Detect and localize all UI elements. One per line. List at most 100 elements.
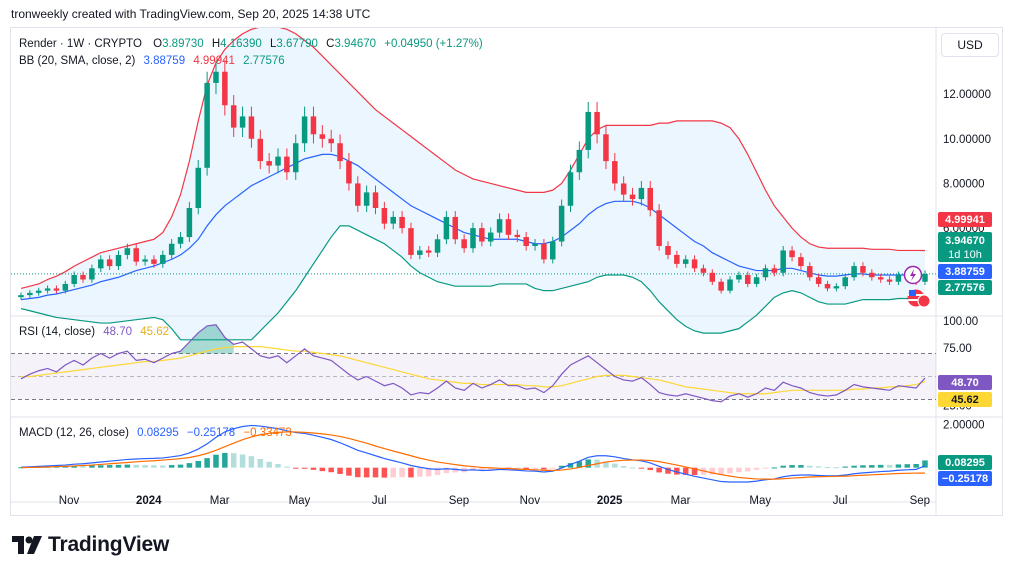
macd-histogram-bar bbox=[106, 465, 113, 468]
candle-body bbox=[789, 250, 795, 258]
lightning-event-icon[interactable] bbox=[903, 265, 923, 285]
candle-body bbox=[833, 286, 840, 289]
grid bbox=[11, 28, 1002, 515]
candle-body bbox=[399, 216, 405, 229]
candle-body bbox=[620, 183, 627, 195]
legend-macd-label: MACD (12, 26, close) bbox=[19, 427, 129, 439]
candle-body bbox=[869, 272, 875, 278]
macd-histogram-bar bbox=[603, 461, 609, 468]
candle-body bbox=[80, 275, 86, 280]
macd-histogram-bar bbox=[541, 467, 547, 470]
badge-upper-text: 4.99941 bbox=[945, 214, 985, 226]
legend-bb-lower: 2.77576 bbox=[243, 55, 285, 67]
macd-histogram-bar bbox=[656, 467, 662, 473]
candle-body bbox=[142, 259, 148, 262]
legend-line-bb: BB (20, SMA, close, 2) 3.88759 4.99941 2… bbox=[19, 55, 285, 67]
chart-frame[interactable]: 12.00000 10.00000 8.00000 6.00000 100.00 75.0… bbox=[10, 26, 1003, 516]
currency-button[interactable]: USD bbox=[941, 33, 999, 57]
legend-bb-label: BB (20, SMA, close, 2) bbox=[19, 55, 135, 67]
candle-body bbox=[337, 143, 343, 162]
candle-body bbox=[204, 82, 210, 168]
macd-histogram-bar bbox=[807, 465, 813, 468]
legend-macd-value: 0.08295 bbox=[137, 427, 179, 439]
candle-body bbox=[665, 245, 671, 255]
macd-histogram-bar bbox=[922, 460, 928, 468]
macd-histogram-bar bbox=[408, 467, 414, 478]
macd-histogram-bar bbox=[381, 467, 388, 478]
chart-canvas[interactable]: 12.0000010.000008.000006.00000100.0075.0… bbox=[11, 26, 1002, 515]
candle-body bbox=[434, 239, 441, 253]
macd-histogram-bar bbox=[168, 465, 175, 468]
macd-histogram-bar bbox=[363, 467, 370, 478]
legend-macd-signal: −0.25178 bbox=[187, 427, 235, 439]
candle-body bbox=[425, 250, 432, 253]
macd-histogram-bar bbox=[417, 467, 423, 477]
candle-body bbox=[195, 167, 202, 209]
candle-body bbox=[248, 116, 255, 139]
macd-histogram-bar bbox=[355, 467, 361, 478]
candle-body bbox=[505, 219, 512, 235]
macd-histogram-bar bbox=[869, 465, 875, 468]
badge-rsi: 48.70 bbox=[938, 375, 992, 390]
macd-histogram-bar bbox=[913, 463, 919, 468]
macd-histogram-bar bbox=[824, 467, 831, 469]
macd-histogram-bar bbox=[213, 454, 219, 468]
candle-body bbox=[479, 228, 485, 242]
legend-open-value: 3.89730 bbox=[162, 38, 204, 50]
bb-upper-line bbox=[20, 26, 926, 290]
macd-histogram-bar bbox=[98, 465, 104, 468]
bollinger-fill bbox=[21, 27, 925, 340]
candle-body bbox=[408, 228, 414, 255]
legend-change: +0.04950 (+1.27%) bbox=[384, 38, 483, 50]
macd-histogram-bar bbox=[789, 465, 795, 468]
candle-body bbox=[550, 241, 556, 260]
badge-basis: 3.88759 bbox=[938, 264, 992, 279]
candle-body bbox=[124, 248, 131, 255]
candle-body bbox=[922, 273, 928, 282]
tradingview-logo[interactable]: TradingView bbox=[12, 533, 169, 557]
macd-histogram-bar bbox=[186, 463, 193, 468]
candle-body bbox=[27, 292, 33, 296]
candle-body bbox=[886, 279, 893, 282]
macd-histogram-bar bbox=[851, 465, 857, 468]
candle-body bbox=[470, 228, 476, 249]
legend-line-macd: MACD (12, 26, close) 0.08295 −0.25178 −0… bbox=[19, 427, 292, 439]
candle-body bbox=[284, 156, 290, 173]
legend-bb-upper: 4.99941 bbox=[193, 55, 235, 67]
badge-close-text: 3.94670 bbox=[945, 235, 985, 247]
macd-histogram-bar bbox=[18, 467, 24, 469]
macd-histogram-bar bbox=[292, 467, 299, 469]
macd-histogram-bar bbox=[895, 464, 902, 468]
candle-body bbox=[541, 243, 547, 260]
candle-body bbox=[151, 259, 157, 264]
candle-body bbox=[815, 277, 822, 284]
macd-histogram-bar bbox=[718, 467, 724, 475]
macd-histogram-bar bbox=[328, 467, 334, 473]
macd-histogram-bar bbox=[151, 465, 157, 468]
candle-body bbox=[18, 295, 24, 298]
macd-histogram-bar bbox=[744, 467, 751, 472]
macd-histogram-bar bbox=[780, 465, 786, 468]
rsi-tick-label: 75.00 bbox=[943, 343, 972, 355]
time-tick-label: Nov bbox=[59, 495, 80, 507]
legend-low-value: 3.67790 bbox=[276, 38, 318, 50]
macd-histogram-bar bbox=[222, 452, 228, 468]
macd-histogram-bar bbox=[487, 467, 494, 471]
badge-basis-text: 3.88759 bbox=[945, 266, 985, 278]
candle-body bbox=[638, 187, 645, 200]
us-flag-event-icon[interactable] bbox=[907, 289, 931, 308]
macd-histogram-bar bbox=[833, 467, 840, 469]
time-tick-label: 2024 bbox=[136, 495, 162, 507]
macd-histogram-bar bbox=[257, 459, 264, 468]
legend-rsi-ma: 45.62 bbox=[140, 326, 169, 338]
credit-text: tronweekly created with TradingView.com,… bbox=[11, 7, 371, 21]
macd-histogram-bar bbox=[567, 463, 574, 468]
macd-histogram-bar bbox=[612, 463, 618, 468]
time-tick-label: Sep bbox=[449, 495, 469, 507]
macd-histogram-bar bbox=[301, 467, 308, 469]
badge-countdown-text: 1d 10h bbox=[948, 249, 982, 261]
candle-body bbox=[612, 161, 618, 184]
candle-body bbox=[487, 232, 494, 242]
macd-histogram-bar bbox=[665, 467, 671, 474]
candle-body bbox=[106, 259, 113, 267]
